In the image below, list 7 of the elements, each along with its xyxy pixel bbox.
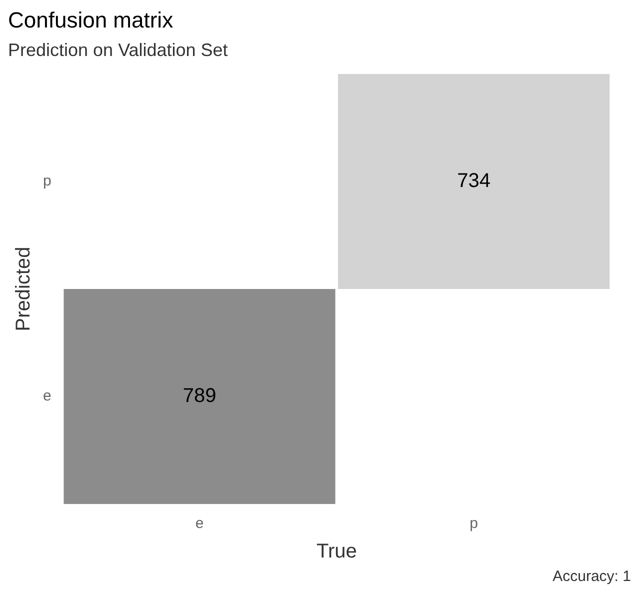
x-axis-title: True [316, 540, 357, 563]
chart-subtitle: Prediction on Validation Set [8, 40, 228, 60]
y-axis-title: Predicted [12, 246, 35, 332]
data-label: 789 [182, 385, 216, 408]
chart-title: Confusion matrix [8, 7, 174, 32]
data-label: 734 [457, 170, 491, 192]
text: Accuracy: 1 [552, 568, 631, 585]
